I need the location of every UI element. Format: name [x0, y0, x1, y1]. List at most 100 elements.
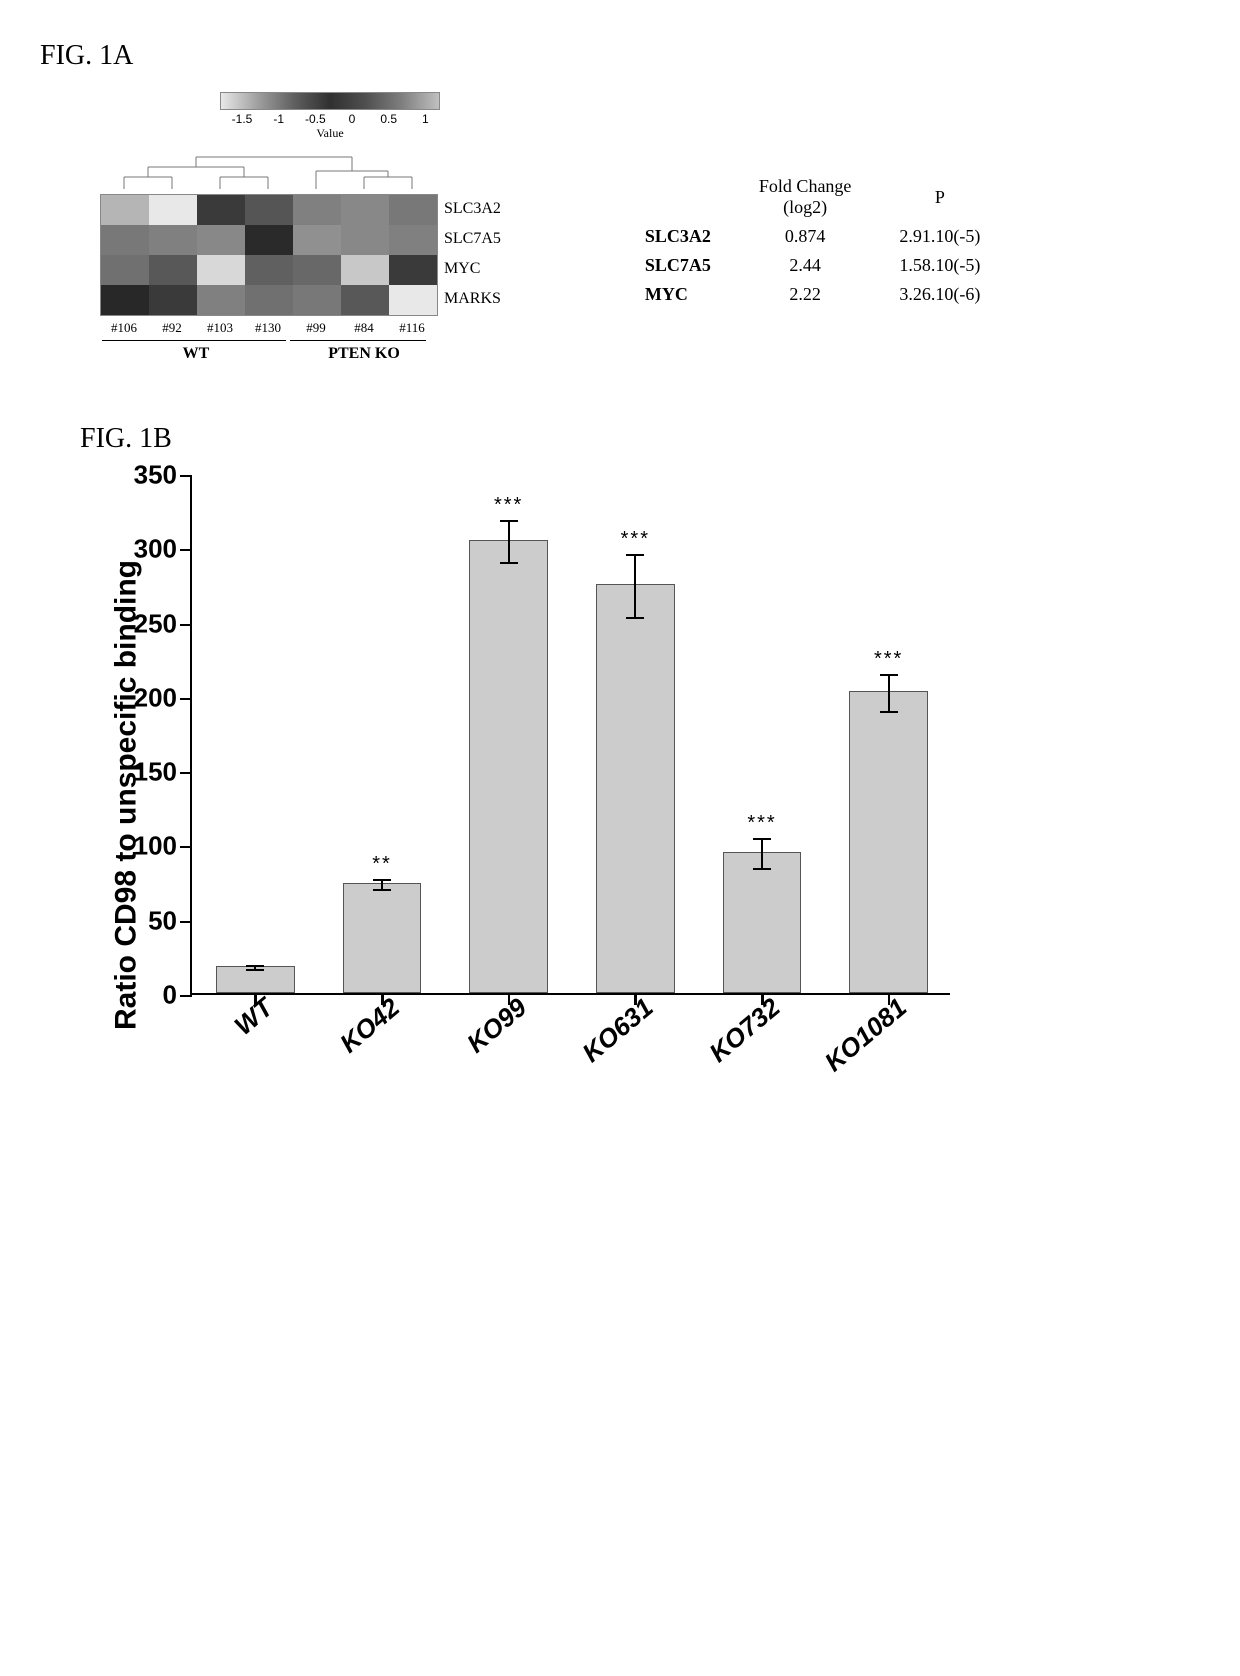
fig1b-container: Ratio CD98 to unspecific binding 0501001… [40, 475, 1200, 1115]
x-axis-label: KO42 [334, 992, 406, 1059]
heatmap-col-label: #99 [292, 320, 340, 336]
significance-marker: ** [342, 853, 422, 876]
bar [723, 852, 802, 993]
heatmap-col-label: #103 [196, 320, 244, 336]
table-header: Fold Change(log2) [735, 172, 876, 222]
bar [596, 584, 675, 993]
fold-change-table: Fold Change(log2)PSLC3A20.8742.91.10(-5)… [621, 172, 1005, 309]
color-scale-tick: 0.5 [380, 112, 397, 126]
heatmap-grid [100, 194, 438, 316]
heatmap-col-label: #106 [100, 320, 148, 336]
heatmap-cell [293, 255, 341, 285]
heatmap-cell [197, 195, 245, 225]
y-tick [180, 698, 192, 700]
heatmap-cell [149, 195, 197, 225]
heatmap-cell [293, 195, 341, 225]
color-scale-ticks: -1.5-1-0.500.51 [220, 112, 440, 126]
heatmap-row-label: SLC3A2 [444, 194, 501, 224]
y-tick [180, 475, 192, 477]
table-cell: MYC [621, 280, 735, 309]
heatmap-col-label: #84 [340, 320, 388, 336]
heatmap-cell [197, 255, 245, 285]
heatmap-col-label: #92 [148, 320, 196, 336]
heatmap-cell [341, 255, 389, 285]
table-cell: 3.26.10(-6) [875, 280, 1004, 309]
heatmap-cell [389, 195, 437, 225]
heatmap-cell [245, 255, 293, 285]
heatmap-cell [341, 285, 389, 315]
group-label: PTEN KO [292, 345, 436, 363]
x-axis-label: KO732 [703, 992, 786, 1069]
group-line-segment [290, 340, 426, 341]
heatmap-cell [293, 225, 341, 255]
y-tick [180, 846, 192, 848]
fold-change-table-el: Fold Change(log2)PSLC3A20.8742.91.10(-5)… [621, 172, 1005, 309]
y-tick-label: 150 [122, 757, 177, 788]
significance-marker: *** [849, 648, 929, 671]
heatmap-cell [341, 225, 389, 255]
y-tick [180, 995, 192, 997]
color-scale-tick: -1 [273, 112, 284, 126]
significance-marker: *** [722, 812, 802, 835]
y-tick [180, 772, 192, 774]
heatmap-col-label: #130 [244, 320, 292, 336]
y-tick-label: 300 [122, 534, 177, 565]
table-cell: 0.874 [735, 222, 876, 251]
x-axis-label: WT [228, 992, 279, 1042]
y-tick-label: 100 [122, 831, 177, 862]
heatmap-cell [101, 255, 149, 285]
color-scale-label: Value [220, 126, 440, 141]
heatmap-col-labels: #106#92#103#130#99#84#116 [100, 320, 501, 336]
heatmap-cell [149, 255, 197, 285]
heatmap-col-label: #116 [388, 320, 436, 336]
bar-chart: Ratio CD98 to unspecific binding 0501001… [70, 475, 970, 1115]
table-header: P [875, 172, 1004, 222]
y-tick-label: 200 [122, 682, 177, 713]
heatmap-block: -1.5-1-0.500.51 Value SLC3A2SLC7A5MYCMAR… [100, 92, 501, 363]
table-cell: SLC3A2 [621, 222, 735, 251]
heatmap-cell [245, 195, 293, 225]
heatmap-cell [149, 285, 197, 315]
y-tick-label: 250 [122, 608, 177, 639]
table-cell: SLC7A5 [621, 251, 735, 280]
color-scale-bar [220, 92, 440, 110]
fig1a-label: FIG. 1A [40, 40, 1200, 72]
heatmap-cell [101, 195, 149, 225]
significance-marker: *** [595, 528, 675, 551]
color-scale-tick: -0.5 [305, 112, 326, 126]
table-row: SLC3A20.8742.91.10(-5) [621, 222, 1005, 251]
heatmap-cell [245, 285, 293, 315]
color-scale: -1.5-1-0.500.51 Value [220, 92, 440, 141]
heatmap-cell [149, 225, 197, 255]
x-axis-label: KO1081 [818, 992, 912, 1078]
group-label: WT [100, 345, 292, 363]
table-row: SLC7A52.441.58.10(-5) [621, 251, 1005, 280]
heatmap-cell [197, 285, 245, 315]
y-tick [180, 624, 192, 626]
group-line-segment [102, 340, 286, 341]
heatmap-cell [389, 285, 437, 315]
table-cell: 2.22 [735, 280, 876, 309]
heatmap-cell [101, 225, 149, 255]
heatmap-row-labels: SLC3A2SLC7A5MYCMARKS [444, 194, 501, 316]
bar [343, 883, 422, 993]
color-scale-tick: 1 [422, 112, 429, 126]
fig1a-container: -1.5-1-0.500.51 Value SLC3A2SLC7A5MYCMAR… [40, 92, 1200, 363]
fig1b-label: FIG. 1B [80, 423, 1200, 455]
heatmap-row-label: SLC7A5 [444, 224, 501, 254]
heatmap-row-label: MARKS [444, 284, 501, 314]
heatmap-cell [245, 225, 293, 255]
heatmap-group-lines [100, 340, 501, 341]
dendrogram [100, 149, 436, 189]
y-tick-label: 350 [122, 460, 177, 491]
color-scale-tick: -1.5 [232, 112, 253, 126]
bar [469, 540, 548, 993]
heatmap-row-label: MYC [444, 254, 501, 284]
significance-marker: *** [469, 494, 549, 517]
x-axis-label: KO631 [576, 992, 659, 1069]
y-tick-label: 50 [122, 905, 177, 936]
plot-area: 050100150200250300350WT**KO42***KO99***K… [190, 475, 950, 995]
heatmap-cell [389, 225, 437, 255]
heatmap-group-labels: WTPTEN KO [100, 345, 501, 363]
table-header [621, 172, 735, 222]
